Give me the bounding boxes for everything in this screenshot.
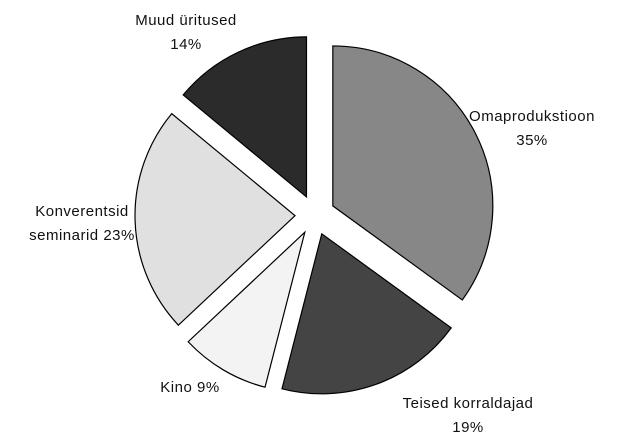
pie-slice xyxy=(134,112,296,327)
pie-slice xyxy=(187,230,306,388)
pie-slice xyxy=(182,36,308,199)
category-name: Konverentsid seminarid xyxy=(29,203,129,244)
category-name: Teised korraldajad xyxy=(402,395,534,412)
slice-label: Kino 9% xyxy=(130,376,250,400)
category-name: Muud üritused xyxy=(135,12,237,29)
pie-slice xyxy=(281,232,453,395)
category-name: Omaprodukstioon xyxy=(469,108,595,125)
value-label: 9% xyxy=(197,379,220,396)
pie-slice xyxy=(332,45,494,301)
category-name: Kino xyxy=(160,379,193,396)
slice-label: Muud üritused 14% xyxy=(111,9,261,57)
slice-label: Konverentsid seminarid 23% xyxy=(17,200,147,248)
value-label: 19% xyxy=(452,419,484,434)
slice-label: Omaprodukstioon 35% xyxy=(447,105,617,153)
value-label: 14% xyxy=(170,36,202,53)
value-label: 35% xyxy=(516,132,548,149)
slice-label: Teised korraldajad 19% xyxy=(368,392,568,434)
value-label: 23% xyxy=(103,227,135,244)
